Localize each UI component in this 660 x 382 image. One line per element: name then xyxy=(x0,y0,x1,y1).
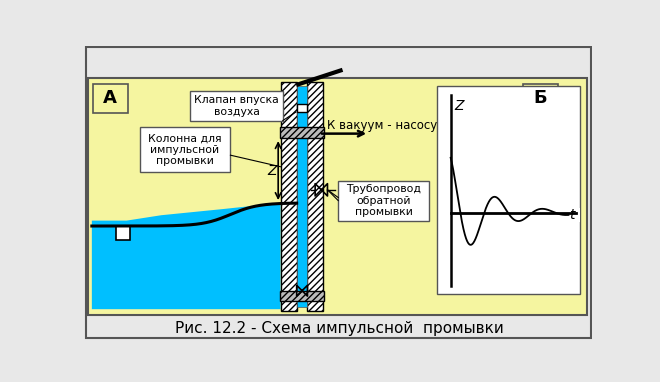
Bar xyxy=(140,128,230,172)
Bar xyxy=(563,208,580,222)
Bar xyxy=(297,86,308,307)
Bar xyxy=(308,82,323,311)
Polygon shape xyxy=(92,203,280,309)
Bar xyxy=(523,84,558,113)
Bar xyxy=(280,291,325,301)
Text: Z: Z xyxy=(455,99,464,113)
Text: Клапан впуска
воздуха: Клапан впуска воздуха xyxy=(194,95,279,117)
Bar xyxy=(94,84,128,113)
Bar xyxy=(88,78,587,315)
Text: Колонна для
импульсной
промывки: Колонна для импульсной промывки xyxy=(148,133,222,167)
Text: t: t xyxy=(570,208,575,222)
Bar xyxy=(298,104,307,112)
Bar xyxy=(191,91,283,121)
Text: К вакуум - насосу: К вакуум - насосу xyxy=(327,120,437,133)
Bar xyxy=(117,226,131,240)
Bar xyxy=(338,181,429,221)
Bar xyxy=(281,82,296,311)
Text: Трубопровод
обратной
промывки: Трубопровод обратной промывки xyxy=(346,184,421,217)
Bar xyxy=(437,86,580,294)
Bar xyxy=(280,128,325,138)
Text: Б: Б xyxy=(533,89,546,107)
Text: А: А xyxy=(104,89,117,107)
Text: Z: Z xyxy=(267,163,277,178)
Text: Рис. 12.2 - Схема импульсной  промывки: Рис. 12.2 - Схема импульсной промывки xyxy=(176,321,504,336)
